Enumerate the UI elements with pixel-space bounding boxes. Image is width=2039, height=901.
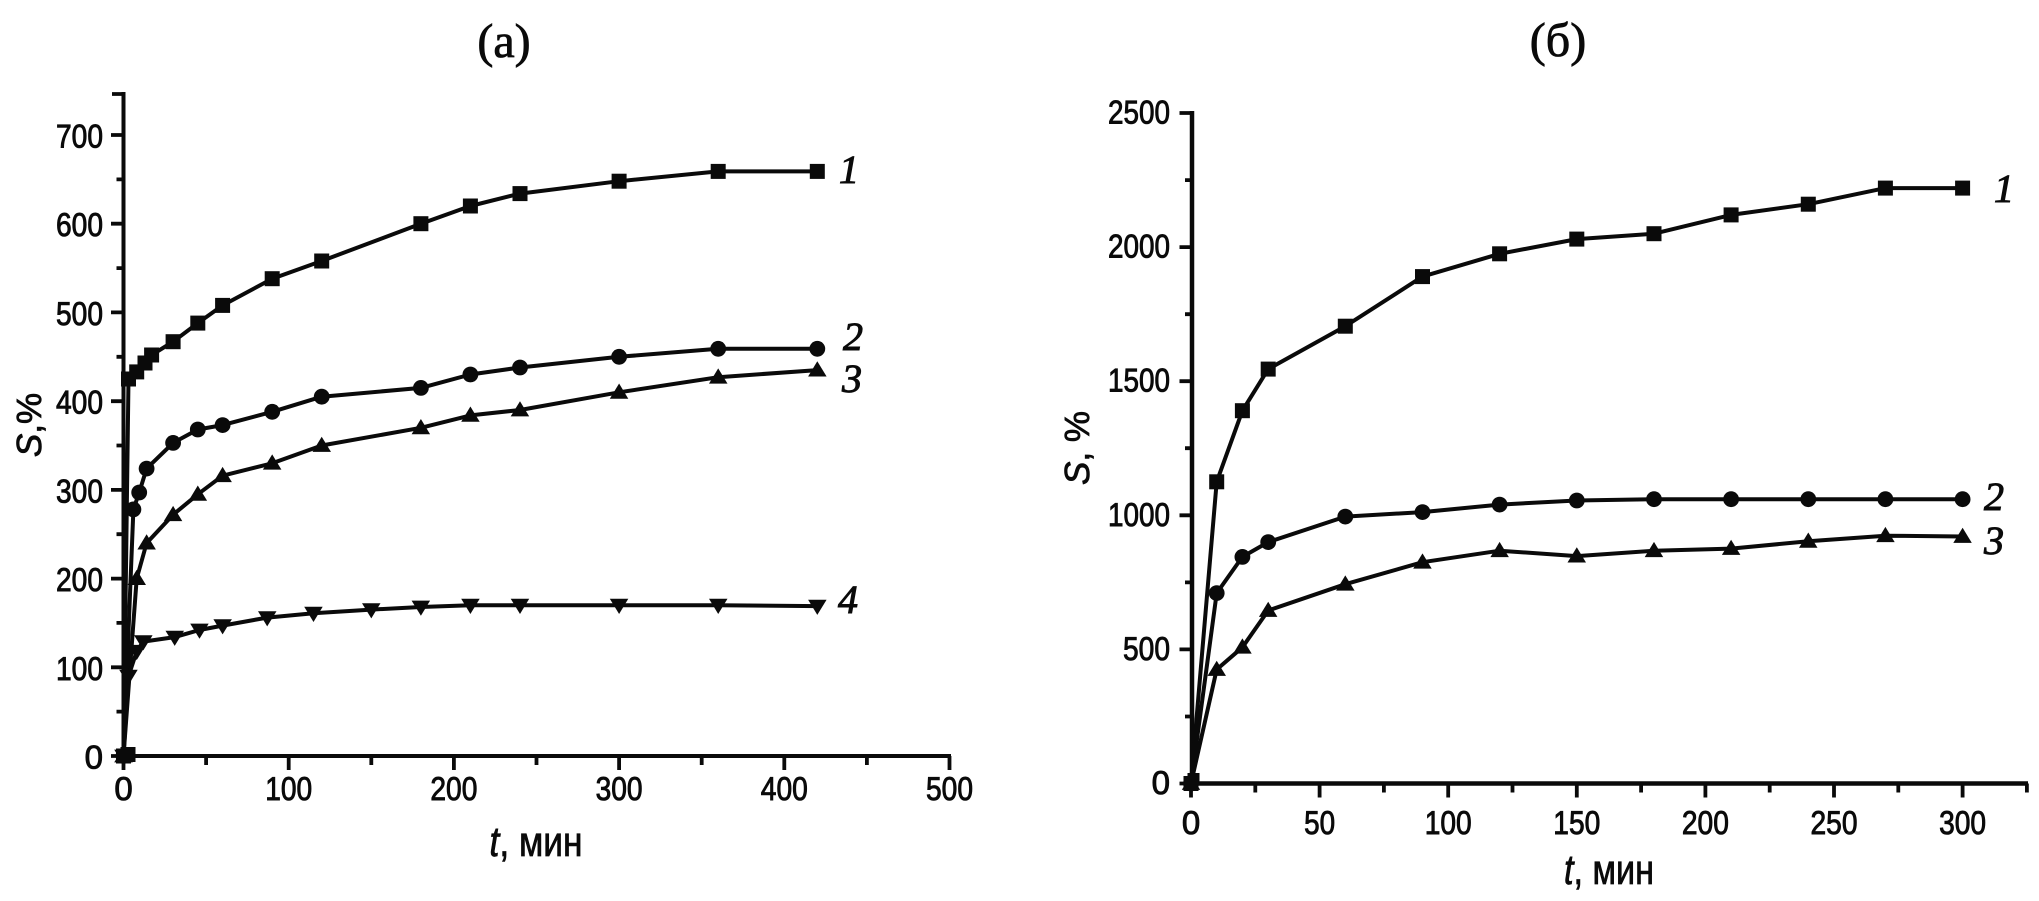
svg-text:3: 3 — [841, 356, 862, 401]
svg-text:250: 250 — [1811, 804, 1858, 841]
svg-text:100: 100 — [1425, 804, 1472, 841]
svg-text:1500: 1500 — [1108, 362, 1170, 399]
svg-text:S, %: S, % — [1058, 411, 1097, 485]
svg-text:(б): (б) — [1530, 14, 1586, 67]
svg-text:400: 400 — [56, 384, 103, 421]
svg-text:0: 0 — [1182, 804, 1200, 841]
svg-text:500: 500 — [926, 770, 973, 807]
svg-text:2000: 2000 — [1108, 228, 1170, 265]
svg-text:2: 2 — [1984, 474, 2004, 519]
svg-text:3: 3 — [1983, 518, 2004, 563]
svg-text:500: 500 — [56, 295, 103, 332]
svg-text:t, мин: t, мин — [1564, 846, 1654, 893]
svg-text:1: 1 — [839, 147, 859, 192]
svg-text:100: 100 — [265, 770, 312, 807]
svg-text:50: 50 — [1304, 804, 1335, 841]
svg-text:1000: 1000 — [1108, 496, 1170, 533]
svg-text:300: 300 — [56, 472, 103, 509]
svg-text:700: 700 — [56, 118, 103, 155]
svg-text:2500: 2500 — [1108, 94, 1170, 131]
svg-text:0: 0 — [1152, 764, 1170, 801]
svg-text:200: 200 — [1682, 804, 1729, 841]
svg-text:2: 2 — [843, 314, 863, 359]
svg-text:200: 200 — [430, 770, 477, 807]
svg-text:1: 1 — [1994, 166, 2014, 211]
svg-text:t, мин: t, мин — [490, 818, 583, 865]
svg-text:400: 400 — [761, 770, 808, 807]
svg-text:4: 4 — [838, 577, 858, 622]
svg-text:150: 150 — [1553, 804, 1600, 841]
svg-text:300: 300 — [596, 770, 643, 807]
svg-text:0: 0 — [114, 770, 132, 807]
svg-text:(а): (а) — [477, 15, 530, 68]
svg-text:200: 200 — [56, 561, 103, 598]
svg-text:500: 500 — [1123, 630, 1170, 667]
svg-text:100: 100 — [56, 650, 103, 687]
svg-text:300: 300 — [1939, 804, 1986, 841]
svg-text:S,%: S,% — [10, 393, 49, 457]
svg-text:600: 600 — [56, 206, 103, 243]
svg-text:0: 0 — [85, 739, 103, 776]
